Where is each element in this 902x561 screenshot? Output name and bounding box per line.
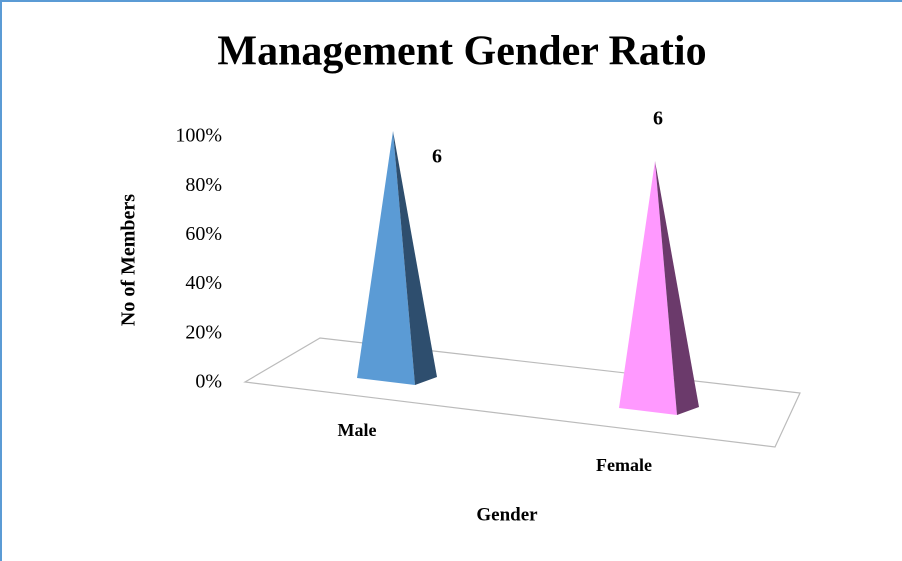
x-axis-label: Gender xyxy=(476,504,538,525)
pyramid xyxy=(357,131,437,385)
data-label: 6 xyxy=(653,108,663,130)
y-tick-label: 80% xyxy=(185,174,222,196)
data-label: 6 xyxy=(432,146,442,168)
y-tick-label: 100% xyxy=(175,125,222,147)
y-tick-label: 60% xyxy=(185,223,222,245)
y-tick-label: 0% xyxy=(195,371,222,393)
pyramid-face xyxy=(357,131,415,385)
pyramid xyxy=(619,161,699,415)
chart-title: Management Gender Ratio xyxy=(217,29,706,75)
pyramid-face xyxy=(619,161,677,415)
floor xyxy=(243,337,801,448)
y-tick-label: 40% xyxy=(185,272,222,294)
x-tick-label: Male xyxy=(338,420,377,440)
y-axis-label: No of Members xyxy=(118,194,140,326)
y-tick-label: 20% xyxy=(185,321,222,343)
x-tick-label: Female xyxy=(596,455,652,475)
pyramid-face xyxy=(655,161,699,415)
pyramid-face xyxy=(393,131,437,385)
